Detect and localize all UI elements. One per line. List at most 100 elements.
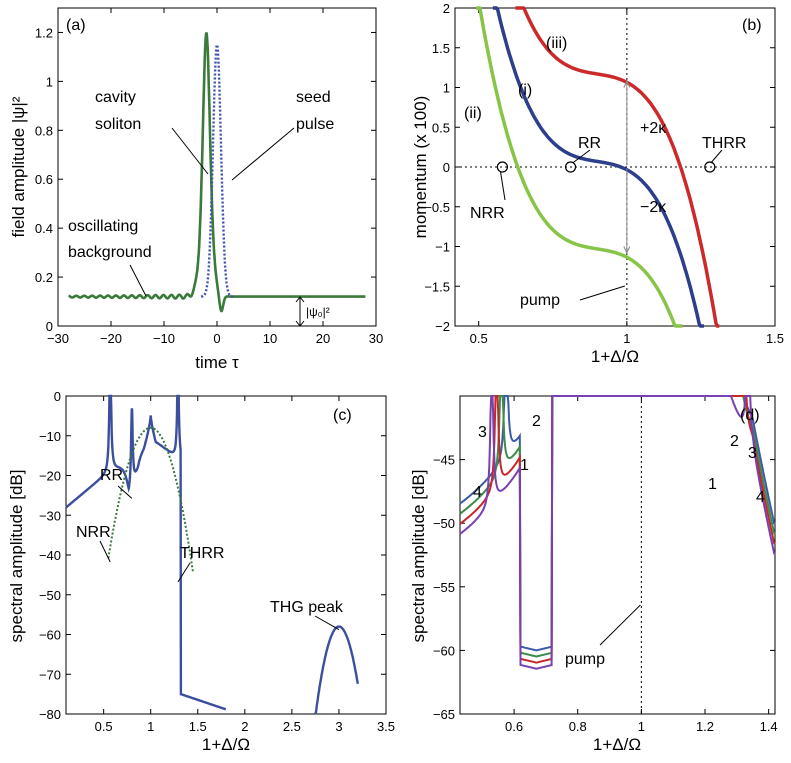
thg-peak-line — [314, 625, 359, 715]
annotation-d-pump: pump — [565, 651, 605, 668]
panel-c-ytick-label: 0 — [54, 389, 61, 404]
panel-b-label: (b) — [742, 17, 762, 34]
panel-c-xtick-label: 1.5 — [189, 719, 207, 734]
rr-pointer — [572, 149, 591, 164]
panel-d-ytick-label: −50 — [433, 516, 455, 531]
annotation-thrr: THRR — [702, 135, 746, 152]
pump-pointer — [579, 285, 626, 301]
cavity-soliton-line — [68, 32, 366, 313]
panel-b-ytick-label: 1 — [443, 81, 450, 96]
panel-b-xlabel: 1+Δ/Ω — [591, 347, 639, 366]
panel-a-xtick-label: −30 — [47, 331, 69, 346]
panel-c-ytick-label: −30 — [39, 508, 61, 523]
psi0-arrowhead-up — [295, 296, 305, 303]
pointer-rr — [117, 485, 133, 499]
nrr-pointer — [499, 170, 506, 201]
panel-d-ylabel: spectral amplitude [dB] — [409, 470, 428, 643]
panel-c-ytick-label: −40 — [39, 548, 61, 563]
panel-b-ytick-label: −1 — [435, 240, 450, 255]
panel-a-xlabel: time τ — [195, 353, 239, 372]
panel-a-ytick-label: 0.8 — [35, 123, 53, 138]
annotation-oscillating: oscillating — [68, 218, 138, 235]
soliton-pointer — [171, 127, 209, 175]
panel-c-ytick-label: −60 — [39, 628, 61, 643]
panel-a-xtick-label: 20 — [316, 331, 330, 346]
panel-c-xtick-label: 3 — [335, 719, 342, 734]
panel-b-ytick-label: 0.5 — [432, 120, 450, 135]
pointer-nrr — [99, 540, 111, 563]
annotation-cavity: cavity — [95, 89, 136, 106]
plus-2kappa-arrowhead — [623, 79, 631, 88]
panel-c-xtick-label: 1 — [147, 719, 154, 734]
panel-a-ylabel: field amplitude |ψ|² — [9, 96, 28, 237]
annotation-c-rr: RR — [100, 467, 123, 484]
panel-b-ytick-label: −0.5 — [424, 200, 450, 215]
panel-a: −30 −20 −10 0 10 20 30 0 0.2 0.4 0.6 0.8 1 1.2 (a) ti… — [9, 7, 383, 372]
minus-2kappa-arrowhead — [623, 246, 631, 255]
panel-a-xtick-label: −20 — [100, 331, 122, 346]
background-pointer — [129, 264, 147, 297]
panel-b-xtick-label: 1 — [623, 331, 630, 346]
panel-b-ylabel: momentum (x 100) — [411, 96, 430, 239]
momentum-curve-2 — [514, 6, 720, 328]
panel-c-ytick-label: −20 — [39, 469, 61, 484]
panel-c-ytick-label: −50 — [39, 588, 61, 603]
annotation-psi0: |ψ₀|² — [306, 305, 330, 319]
panel-d-xtick-label: 1 — [638, 719, 645, 734]
marker-thrr — [704, 161, 716, 173]
panel-b: 0.5 1 1.5 −2 −1.5 −1 −0.5 0 0.5 1 1.5 2 (b) 1+Δ/Ω m… — [411, 1, 784, 366]
pump-pointer-d — [599, 604, 641, 646]
annotation-c-nrr: NRR — [76, 524, 111, 541]
marker-nrr — [496, 161, 509, 173]
panel-c-xlabel: 1+Δ/Ω — [202, 735, 250, 754]
spectrum-line-2 — [459, 395, 776, 658]
panel-d-ytick-label: −55 — [433, 580, 455, 595]
momentum-curve-0 — [492, 6, 705, 328]
annotation-d-4-left: 4 — [473, 484, 482, 501]
panel-d-frame — [459, 395, 776, 715]
spectrum-line-3 — [459, 395, 776, 664]
panel-b-ytick-label: 2 — [443, 1, 450, 16]
panel-a-ytick-label: 0 — [46, 319, 53, 334]
annotation-i: (i) — [518, 82, 532, 99]
panel-b-ytick-label: −1.5 — [424, 279, 450, 294]
annotation-thg-peak: THG peak — [270, 599, 344, 616]
panel-b-xtick-label: 1.5 — [766, 331, 784, 346]
panel-d-xtick-label: 1.2 — [696, 719, 714, 734]
panel-d-ytick-label: −45 — [433, 453, 455, 468]
thrr-pointer — [710, 149, 723, 164]
panel-c: 0.5 1 1.5 2 2.5 3 3.5 −80 −70 −60 −50 −40 −30 −20 −10 0… — [7, 389, 395, 754]
seed-spectrum-line — [107, 426, 195, 573]
panel-a-xtick-label: 0 — [213, 331, 220, 346]
panel-c-ylabel: spectral amplitude [dB] — [7, 470, 26, 643]
panel-c-xtick-label: 3.5 — [377, 719, 395, 734]
panel-d: 0.6 0.8 1 1.2 1.4 −65 −60 −55 −50 −45 (d) 1+Δ/Ω s… — [409, 395, 778, 754]
annotation-c-thrr: THRR — [180, 545, 224, 562]
annotation-d-3-right: 3 — [748, 445, 757, 462]
panel-a-xtick-label: 10 — [263, 331, 277, 346]
panel-c-xtick-label: 0.5 — [95, 719, 113, 734]
panel-d-xtick-label: 0.6 — [505, 719, 523, 734]
annotation-background: background — [68, 244, 152, 261]
panel-c-label: (c) — [333, 407, 352, 424]
panel-b-ytick-label: −2 — [435, 319, 450, 334]
annotation-pump: pump — [520, 292, 560, 309]
psi0-arrowhead-down — [295, 320, 305, 327]
spectrum-line — [65, 394, 227, 711]
panel-c-xtick-label: 2 — [241, 719, 248, 734]
annotation-minus-2kappa: −2κ — [640, 199, 667, 216]
annotation-d-1-right: 1 — [708, 476, 717, 493]
panel-c-ytick-label: −10 — [39, 429, 61, 444]
annotation-soliton: soliton — [95, 116, 141, 133]
annotation-d-4-right: 4 — [756, 489, 765, 506]
panel-a-ytick-label: 0.6 — [35, 172, 53, 187]
panel-a-ytick-label: 1 — [46, 74, 53, 89]
panel-d-ytick-label: −65 — [433, 707, 455, 722]
pointer-thrr — [177, 562, 191, 583]
pointer-thg-peak — [314, 615, 340, 630]
panel-d-xtick-label: 0.8 — [569, 719, 587, 734]
panel-c-xtick-label: 2.5 — [283, 719, 301, 734]
panel-c-ytick-label: −70 — [39, 667, 61, 682]
panel-a-label: (a) — [66, 17, 86, 34]
